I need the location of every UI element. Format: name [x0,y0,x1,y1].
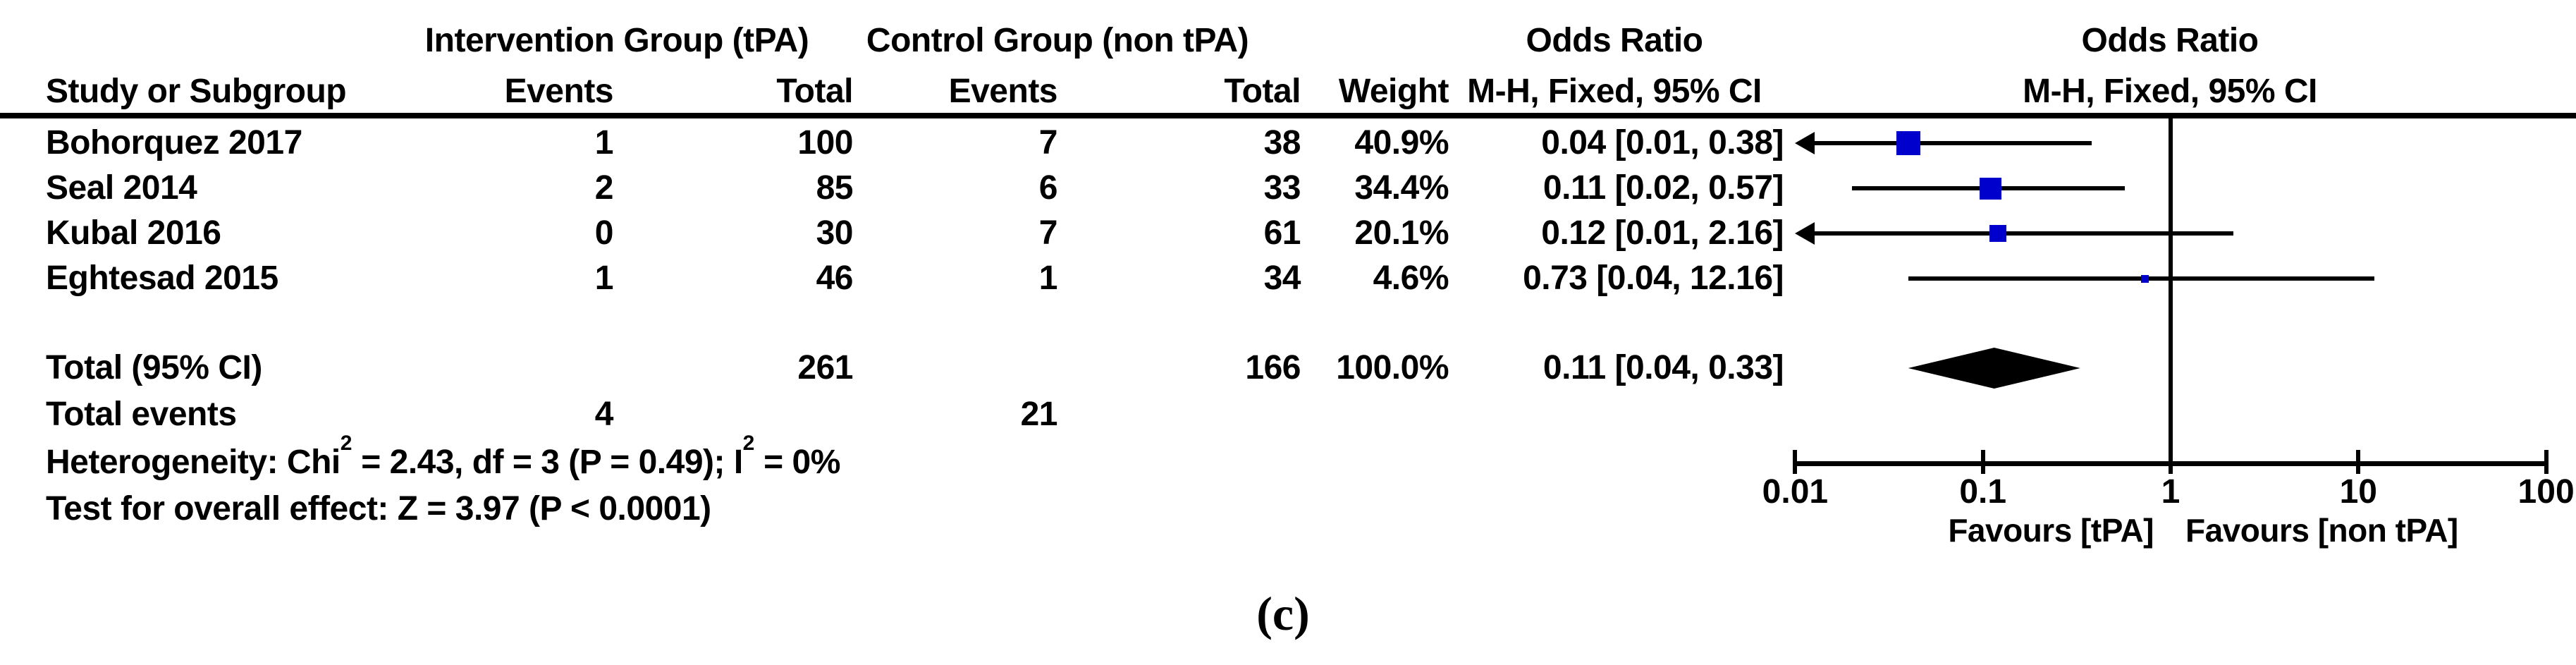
ctl-events: 7 [1038,124,1058,161]
int-events: 1 [594,260,614,297]
col-header-int-events: Events [504,73,614,110]
header-divider-rule [0,113,2576,118]
figure-caption: (c) [1256,587,1310,640]
axis-tick-label: 10 [2339,473,2377,511]
total-or-ci: 0.11 [0.04, 0.33] [1542,349,1784,386]
ci-line [1812,141,2092,145]
ctl-total: 33 [1263,169,1301,207]
or-ci-text: 0.04 [0.01, 0.38] [1541,124,1784,161]
ci-line [1812,231,2234,236]
axis-tick-label: 100 [2517,473,2575,511]
heterogeneity-text: Heterogeneity: Chi [46,444,341,481]
i-squared-superscript: 2 [742,432,755,455]
col-header-mh-text: M-H, Fixed, 95% CI [1467,73,1762,110]
col-header-ctl-events: Events [948,73,1058,110]
ctl-total: 61 [1263,214,1301,252]
overall-effect-line: Test for overall effect: Z = 3.97 (P < 0… [46,490,711,527]
col-header-mh-plot: M-H, Fixed, 95% CI [2023,73,2317,110]
axis-tick-label: 0.1 [1959,473,2007,511]
total-weight: 100.0% [1336,349,1449,386]
header-odds-ratio-text: Odds Ratio [1526,22,1703,59]
favours-right-label: Favours [non tPA] [2185,512,2458,549]
int-total: 46 [816,260,854,297]
total-label: Total (95% CI) [46,349,262,386]
effect-square [1980,177,2002,200]
ctl-total: 34 [1263,260,1301,297]
int-total: 100 [797,124,853,161]
ctl-events: 6 [1038,169,1058,207]
total-events-ctl: 21 [1020,396,1058,433]
study-name: Seal 2014 [46,169,197,207]
weight: 4.6% [1373,260,1449,297]
col-header-weight: Weight [1338,73,1449,110]
study-name: Eghtesad 2015 [46,260,278,297]
header-odds-ratio-plot: Odds Ratio [2081,22,2259,59]
null-effect-line [2169,118,2173,466]
int-events: 2 [594,169,614,207]
or-ci-text: 0.12 [0.01, 2.16] [1541,214,1784,252]
heterogeneity-line: Heterogeneity: Chi2 = 2.43, df = 3 (P = … [46,433,1738,482]
effect-square [1989,225,2006,242]
int-events: 1 [594,124,614,161]
ci-arrow-left [1795,132,1815,154]
or-ci-text: 0.11 [0.02, 0.57] [1542,169,1784,207]
heterogeneity-text: = 2.43, df = 3 (P = 0.49); I [352,444,743,481]
total-events-int: 4 [594,396,614,433]
chi-squared-superscript: 2 [340,432,352,455]
col-header-int-total: Total [776,73,853,110]
total-ctl-total: 166 [1245,349,1301,386]
or-ci-text: 0.73 [0.04, 12.16] [1523,260,1784,297]
axis-tick-label: 0.01 [1762,473,1829,511]
summary-diamond [1908,348,2080,389]
favours-left-label: Favours [tPA] [1948,512,2154,549]
total-events-label: Total events [46,396,237,433]
header-intervention-group: Intervention Group (tPA) [424,22,809,59]
heterogeneity-text: = 0% [754,444,840,481]
header-control-group: Control Group (non tPA) [866,22,1249,59]
axis-tick [2169,450,2173,474]
col-header-study: Study or Subgroup [46,73,347,110]
axis-tick-label: 1 [2161,473,2181,511]
axis-tick [2544,450,2549,474]
ctl-total: 38 [1263,124,1301,161]
study-name: Bohorquez 2017 [46,124,302,161]
axis-tick [1793,450,1798,474]
total-int-total: 261 [797,349,853,386]
int-events: 0 [594,214,614,252]
study-name: Kubal 2016 [46,214,221,252]
ctl-events: 1 [1038,260,1058,297]
weight: 34.4% [1354,169,1449,207]
ci-arrow-left [1795,222,1815,245]
weight: 40.9% [1354,124,1449,161]
int-total: 85 [816,169,854,207]
weight: 20.1% [1354,214,1449,252]
effect-square [1896,131,1920,155]
col-header-ctl-total: Total [1224,73,1301,110]
effect-square [2141,274,2149,283]
axis-tick [2356,450,2361,474]
ctl-events: 7 [1038,214,1058,252]
axis-tick [1980,450,1985,474]
int-total: 30 [816,214,854,252]
